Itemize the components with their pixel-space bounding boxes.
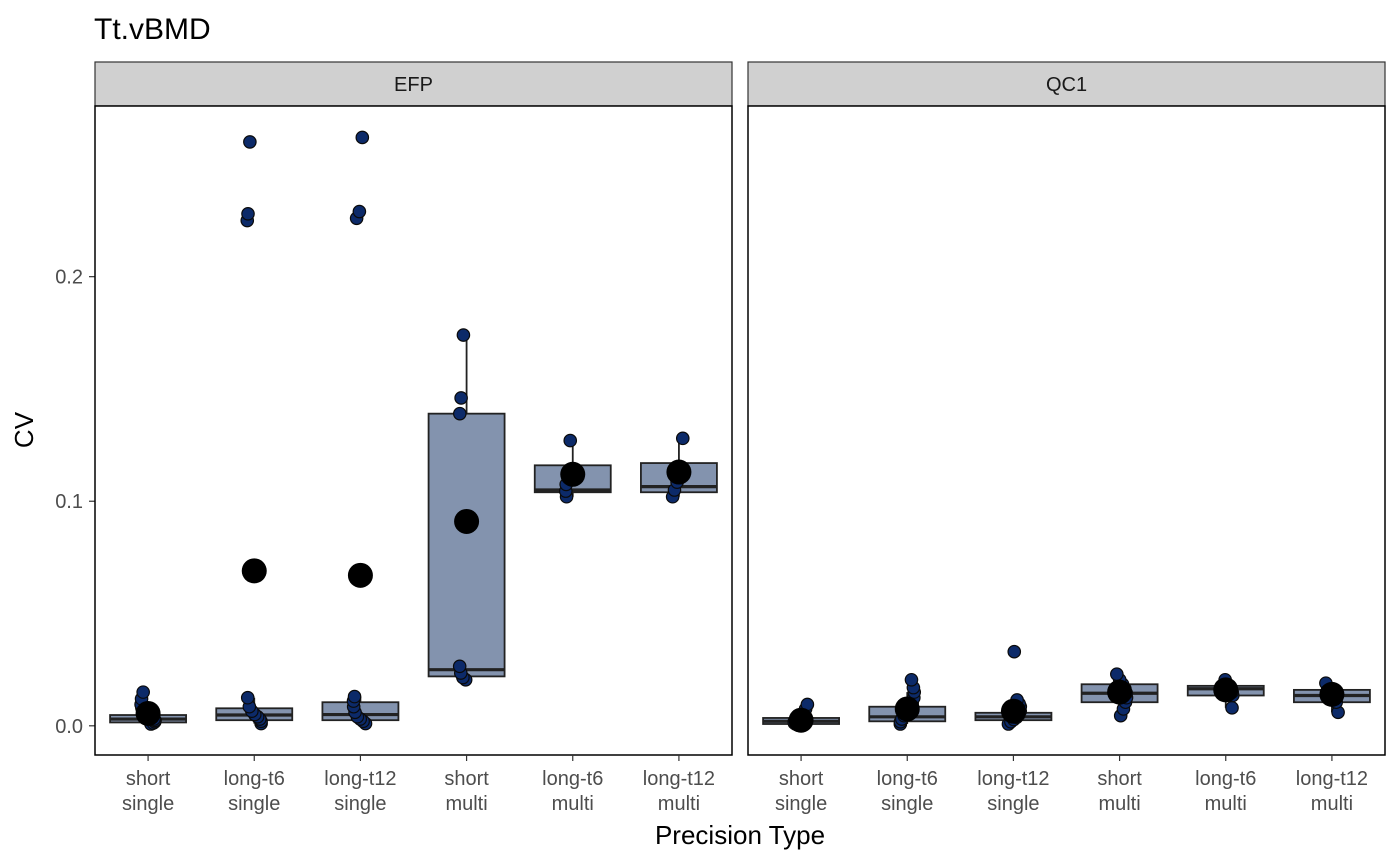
chart-title: Tt.vBMD <box>94 13 211 46</box>
x-tick-label: long-t12 <box>977 768 1049 790</box>
box-5 <box>640 431 718 504</box>
data-point <box>453 406 467 421</box>
facet-panel-efp: EFP short single long-t6 single long-t12 singl… <box>94 61 733 815</box>
panel-frame <box>94 105 733 756</box>
x-tick-label: single <box>122 793 174 815</box>
mean-point <box>135 700 161 726</box>
box-1 <box>868 672 947 731</box>
data-point <box>452 659 467 674</box>
facet-strip-label: QC1 <box>1046 74 1087 96</box>
mean-point <box>1107 679 1133 705</box>
x-tick-label: single <box>987 793 1039 815</box>
facet-panels: EFP short single long-t6 single long-t12 singl… <box>94 61 1386 815</box>
box-iqr <box>427 412 506 678</box>
data-point <box>1110 667 1124 681</box>
data-point <box>1007 644 1022 659</box>
x-tick-label: short <box>779 768 824 790</box>
mean-point <box>666 459 692 485</box>
x-tick-label: multi <box>658 793 700 815</box>
box-4 <box>533 433 612 504</box>
mean-point <box>1319 681 1345 707</box>
mean-point <box>1000 698 1026 724</box>
x-tick-label: long-t12 <box>324 768 396 790</box>
box-1 <box>215 135 294 731</box>
data-point <box>240 690 255 705</box>
data-point <box>243 135 257 149</box>
data-point <box>563 433 578 448</box>
data-point <box>675 431 690 446</box>
mean-point <box>1213 677 1239 703</box>
data-point <box>347 689 362 704</box>
x-tick-label: long-t6 <box>877 768 938 790</box>
x-tick-label: single <box>775 793 827 815</box>
facet-panel-qc1: QC1 short single long-t6 single long-t12 singl… <box>747 61 1386 815</box>
facet-strip <box>747 61 1386 107</box>
y-tick-label: 0.1 <box>55 491 83 513</box>
x-tick-label: long-t12 <box>1296 768 1368 790</box>
x-tick-label: single <box>881 793 933 815</box>
data-point <box>1225 701 1239 715</box>
mean-point <box>347 562 373 588</box>
box-0 <box>762 697 840 733</box>
data-point <box>355 130 370 145</box>
box-4 <box>1186 672 1265 715</box>
box-0 <box>109 685 187 731</box>
data-point <box>454 391 468 405</box>
x-tick-label: long-t6 <box>542 768 603 790</box>
box-3 <box>1080 667 1159 723</box>
box-2 <box>974 644 1053 731</box>
panel-frame <box>747 105 1386 756</box>
x-tick-label: long-t6 <box>224 768 285 790</box>
x-tick-label: multi <box>552 793 594 815</box>
x-tick-label: multi <box>1311 793 1353 815</box>
box-3 <box>427 328 506 687</box>
facet-strip-label: EFP <box>394 74 433 96</box>
mean-point <box>241 558 267 584</box>
box-2 <box>321 130 400 731</box>
facet-strip <box>94 61 733 107</box>
x-tick-label: long-t6 <box>1195 768 1256 790</box>
data-point <box>904 672 919 687</box>
y-axis-title: CV <box>9 411 39 448</box>
mean-point <box>454 508 480 534</box>
mean-point <box>894 696 920 722</box>
data-point <box>352 204 367 219</box>
mean-point <box>560 461 586 487</box>
box-5 <box>1293 676 1371 720</box>
y-axis: 0.0 0.1 0.2 <box>55 267 95 738</box>
x-tick-label: multi <box>445 793 487 815</box>
data-point <box>241 206 255 221</box>
x-tick-label: single <box>228 793 280 815</box>
x-tick-label: short <box>444 768 489 790</box>
data-point <box>136 685 150 699</box>
x-tick-label: short <box>126 768 171 790</box>
x-tick-label: short <box>1097 768 1142 790</box>
y-tick-label: 0.2 <box>55 267 83 289</box>
data-point <box>456 328 471 342</box>
x-tick-label: single <box>334 793 386 815</box>
y-tick-label: 0.0 <box>55 716 83 738</box>
x-tick-label: multi <box>1098 793 1140 815</box>
x-tick-label: multi <box>1205 793 1247 815</box>
x-tick-label: long-t12 <box>643 768 715 790</box>
mean-point <box>788 707 814 733</box>
x-axis-title: Precision Type <box>655 820 825 850</box>
